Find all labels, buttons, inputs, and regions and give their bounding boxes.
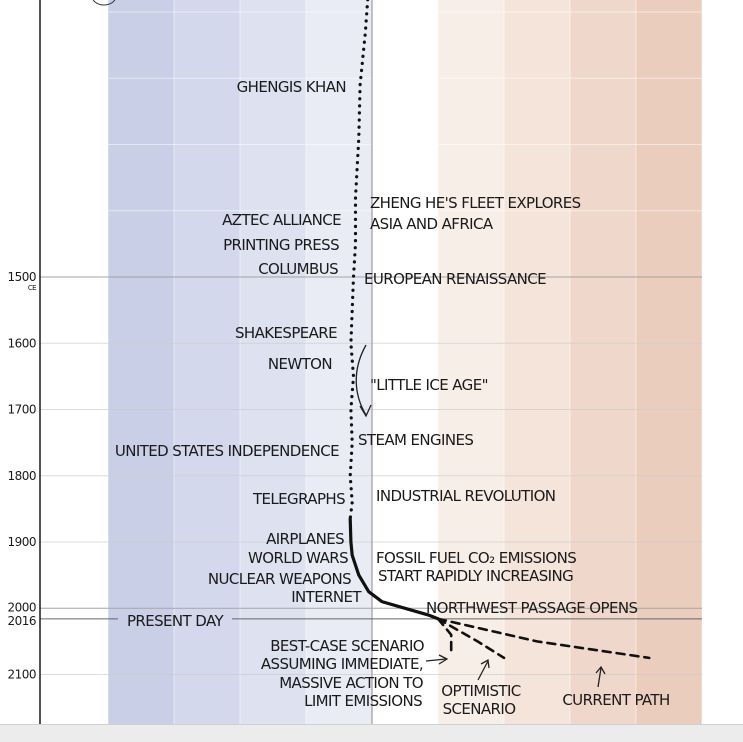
annotation-11: UNITED STATES INDEPENDENCE [115,442,339,460]
tick-label-1600: 1600 [7,336,36,350]
annotation-26: OPTIMISTIC [441,682,521,700]
band-3 [306,0,372,724]
optimistic-arrowhead [480,658,490,669]
gridlines [40,0,703,724]
annotation-8: NEWTON [268,355,332,373]
tick-label-1900: 1900 [7,535,36,549]
annotation-22: BEST-CASE SCENARIO [270,637,424,655]
band-6 [504,0,570,724]
best-case-arrow [425,658,447,662]
annotation-1: ZHENG HE'S FLEET EXPLORES [370,194,581,212]
optimistic-arrow [477,660,489,681]
annotation-23: ASSUMING IMMEDIATE, [261,655,423,673]
viewer-bottom-bar [0,724,743,742]
tick-label-1500: 1500 [7,270,36,284]
little-ice-age-arrowhead [359,404,372,418]
annotation-17: START RAPIDLY INCREASING [378,567,573,585]
tick-label-2000: 2000 [7,600,36,614]
tick-sub-1500: CE [28,284,36,292]
annotation-2: ASIA AND AFRICA [370,215,494,233]
annotation-0: GHENGIS KHAN [237,78,346,96]
band-0 [108,0,174,724]
annotations: GHENGIS KHAN ZHENG HE'S FLEET EXPLORES ASI… [115,78,670,718]
current-path-arrowhead [595,665,606,675]
annotation-20: NORTHWEST PASSAGE OPENS [426,599,637,617]
annotation-5: COLUMBUS [258,260,338,278]
series-line-4 [436,617,651,660]
band-2 [240,0,306,724]
annotation-4: PRINTING PRESS [223,236,339,254]
best-case-arrowhead [438,654,449,665]
annotation-6: EUROPEAN RENAISSANCE [364,270,546,288]
series-line-2 [436,617,453,656]
band-5 [438,0,504,724]
annotation-28: CURRENT PATH [562,691,669,709]
annotation-10: STEAM ENGINES [358,431,473,449]
little-ice-age-arrow [355,344,367,416]
tick-label-1700: 1700 [7,403,36,417]
annotation-3: AZTEC ALLIANCE [222,211,341,229]
tick-label-2016: 2016 [7,614,36,628]
annotation-25: LIMIT EMISSIONS [304,692,422,710]
annotation-arrows [355,344,606,688]
annotation-9: "LITTLE ICE AGE" [370,376,488,394]
annotation-13: TELEGRAPHS [252,490,345,508]
band-1 [174,0,240,724]
tick-label-1800: 1800 [7,469,36,483]
annotation-16: FOSSIL FUEL CO₂ EMISSIONS [376,549,576,567]
annotation-7: SHAKESPEARE [235,324,337,342]
annotation-21: PRESENT DAY [127,612,224,630]
annotation-15: WORLD WARS [248,549,348,567]
band-8 [636,0,702,724]
tick-label-2100: 2100 [7,668,36,682]
annotation-12: INDUSTRIAL REVOLUTION [376,487,555,505]
annotation-18: NUCLEAR WEAPONS [208,570,351,588]
annotation-27: SCENARIO [443,700,516,718]
series-lines [92,0,651,660]
annotation-19: INTERNET [291,588,362,606]
annotation-14: AIRPLANES [266,530,344,548]
annotation-24: MASSIVE ACTION TO [279,674,423,692]
series-line-1 [348,517,440,621]
temperature-bands [108,0,702,724]
series-line-3 [436,617,506,660]
series-line-0 [348,0,370,521]
current-path-arrow [597,667,602,688]
top-marker [92,0,116,6]
band-7 [570,0,636,724]
